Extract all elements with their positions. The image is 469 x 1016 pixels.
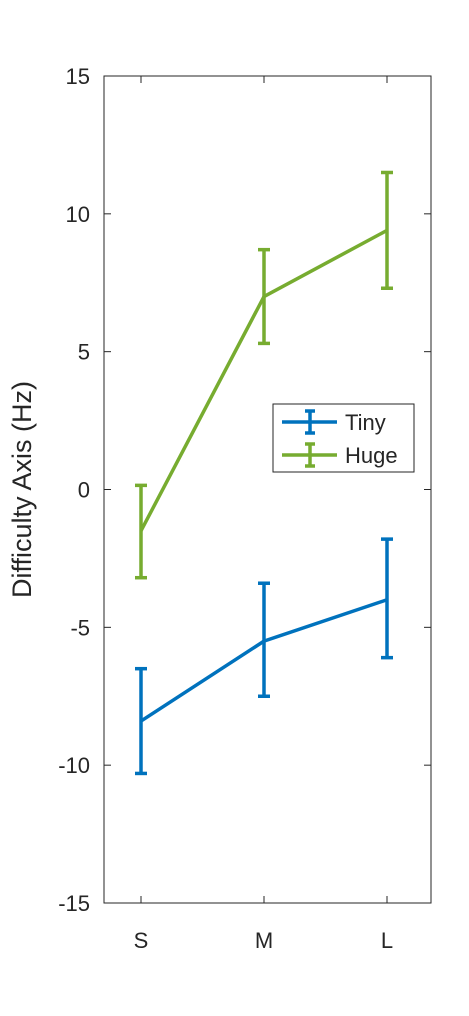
series-layer <box>135 170 393 776</box>
legend-item-tiny: Tiny <box>282 409 386 435</box>
plot-area <box>103 75 432 904</box>
legend-label-huge: Huge <box>345 443 398 468</box>
y-tick-label: 5 <box>78 340 90 365</box>
legend: Tiny Huge <box>272 403 415 473</box>
y-tick-label: 0 <box>78 478 90 503</box>
x-tick-label: S <box>134 928 149 953</box>
x-tick-label: M <box>255 928 273 953</box>
y-axis: 15 10 5 0 -5 -10 -15 <box>58 64 431 916</box>
legend-box <box>272 403 415 473</box>
y-tick-label: -15 <box>58 891 90 916</box>
x-tick-label: L <box>381 928 393 953</box>
y-tick-label: 10 <box>66 202 90 227</box>
y-tick-label: 15 <box>66 64 90 89</box>
y-tick-label: -5 <box>70 615 90 640</box>
series-tiny <box>135 537 393 776</box>
legend-label-tiny: Tiny <box>345 410 386 435</box>
y-tick-label: -10 <box>58 753 90 778</box>
legend-item-huge: Huge <box>282 442 398 468</box>
y-axis-label: Difficulty Axis (Hz) <box>7 381 37 598</box>
series-huge <box>135 170 393 580</box>
plot-frame <box>103 75 432 904</box>
